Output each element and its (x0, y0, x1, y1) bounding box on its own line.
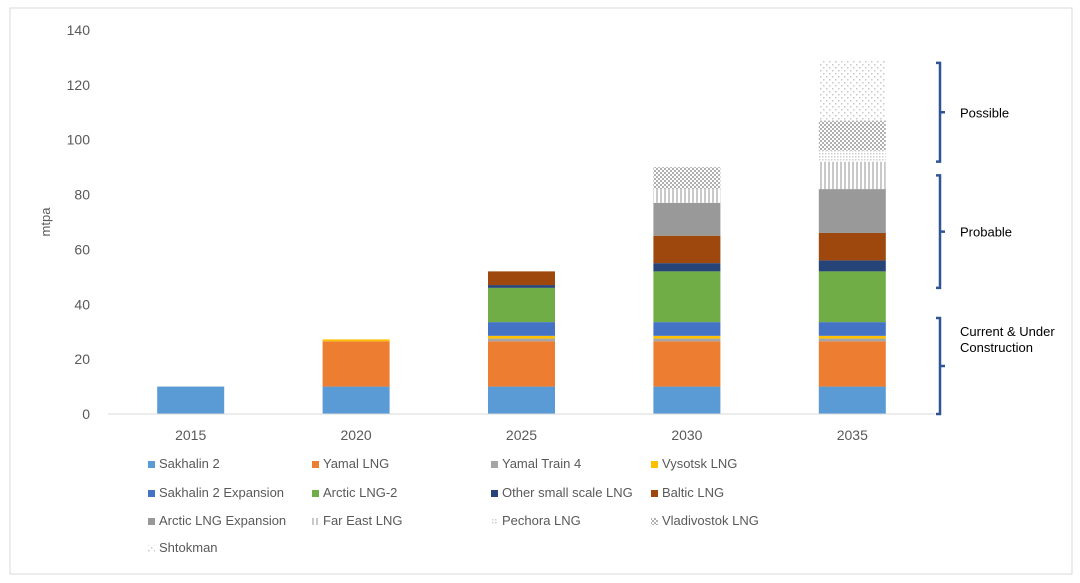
bar-2035-far-east-lng (818, 161, 886, 190)
legend-swatch-arctic-lng-2 (312, 490, 319, 497)
legend-swatch-far-east-lng (312, 518, 319, 525)
bar-2030-baltic-lng (653, 235, 721, 264)
x-tick-label: 2020 (341, 427, 372, 443)
legend-swatch-yamal-train-4 (491, 461, 498, 468)
bar-2035-baltic-lng (818, 232, 886, 261)
legend-swatch-baltic-lng (651, 490, 658, 497)
legend-item-far-east-lng: Far East LNG (323, 513, 402, 528)
bar-2035-yamal-train-4 (818, 338, 886, 342)
x-tick-label: 2030 (671, 427, 702, 443)
legend-item-sakhalin-2: Sakhalin 2 (159, 456, 220, 471)
y-tick-label: 140 (67, 22, 91, 38)
y-tick-label: 100 (67, 132, 91, 148)
bar-2015-sakhalin-2 (157, 386, 225, 414)
bracket-current-under-construction (936, 316, 945, 416)
bar-2020-vysotsk-lng (322, 339, 390, 342)
bar-2020-sakhalin-2 (322, 386, 390, 414)
label-probable: Probable (960, 225, 1012, 240)
bar-2025-vysotsk-lng (488, 335, 555, 339)
bracket-probable (936, 174, 945, 290)
bar-2030-far-east-lng (653, 189, 721, 203)
legend-swatch-arctic-lng-expansion (148, 518, 155, 525)
bar-2030-arctic-lng-expansion (653, 202, 721, 236)
bar-2025-other-small-scale-lng (488, 285, 555, 288)
bar-2035-arctic-lng-2 (818, 271, 886, 323)
label-possible: Possible (960, 105, 1009, 120)
legend: Sakhalin 2 Yamal LNG Yamal Train 4 Vysotsk … (148, 456, 759, 555)
x-tick-label: 2025 (506, 427, 537, 443)
bar-2035-vladivostok-lng (818, 120, 886, 151)
bar-2025-yamal-train-4 (488, 338, 555, 342)
legend-item-other-small-scale-lng: Other small scale LNG (502, 485, 633, 500)
x-tick-label: 2035 (837, 427, 868, 443)
bar-2020-yamal-lng (322, 341, 390, 387)
y-axis-label: mtpa (38, 207, 53, 237)
bar-2030-vladivostok-lng (653, 167, 721, 190)
bar-2035-pechora-lng (818, 150, 886, 162)
legend-item-vladivostok-lng: Vladivostok LNG (662, 513, 759, 528)
legend-item-baltic-lng: Baltic LNG (662, 485, 724, 500)
legend-item-sakhalin-2-expansion: Sakhalin 2 Expansion (159, 485, 284, 500)
legend-item-vysotsk-lng: Vysotsk LNG (662, 456, 737, 471)
y-tick-label: 20 (74, 351, 90, 367)
bar-2035-other-small-scale-lng (818, 260, 886, 272)
x-axis: 2015 2020 2025 2030 2035 (108, 413, 935, 443)
y-tick-label: 120 (67, 77, 91, 93)
bar-2030-arctic-lng-2 (653, 271, 721, 323)
bar-2025-baltic-lng (488, 271, 555, 286)
bar-2025-sakhalin-2 (488, 386, 555, 414)
label-current-under-construction: Current & Under Construction (960, 324, 1055, 355)
bar-2035-yamal-lng (818, 341, 886, 387)
bar-2030-other-small-scale-lng (653, 263, 721, 272)
legend-swatch-shtokman (148, 545, 155, 552)
legend-item-yamal-train-4: Yamal Train 4 (502, 456, 581, 471)
legend-swatch-yamal-lng (312, 461, 319, 468)
bar-2030-sakhalin-2 (653, 386, 721, 414)
bar-2035-arctic-lng-expansion (818, 189, 886, 233)
bar-2025-sakhalin-2-expansion (488, 322, 555, 336)
bar-2030-sakhalin-2-expansion (653, 322, 721, 336)
legend-swatch-other-small-scale-lng (491, 490, 498, 497)
chart-border (9, 7, 1073, 575)
legend-swatch-sakhalin-2 (148, 461, 155, 468)
bar-2025-arctic-lng-2 (488, 287, 555, 323)
bracket-possible (936, 61, 945, 163)
y-tick-label: 40 (74, 296, 90, 312)
legend-swatch-pechora-lng (491, 518, 498, 525)
legend-swatch-sakhalin-2-expansion (148, 490, 155, 497)
legend-item-shtokman: Shtokman (159, 540, 218, 555)
bar-2030-yamal-lng (653, 341, 721, 387)
bracket-annotations: Possible Probable Current & Under Construct… (936, 61, 1055, 416)
legend-swatch-vysotsk-lng (651, 461, 658, 468)
bar-2025-yamal-lng (488, 341, 555, 387)
x-tick-label: 2015 (175, 427, 206, 443)
legend-item-pechora-lng: Pechora LNG (502, 513, 581, 528)
bar-2035-shtokman (818, 60, 886, 121)
y-tick-label: 60 (74, 241, 90, 257)
bar-2035-sakhalin-2-expansion (818, 322, 886, 336)
legend-item-yamal-lng: Yamal LNG (323, 456, 389, 471)
bar-2030-vysotsk-lng (653, 335, 721, 339)
legend-item-arctic-lng-expansion: Arctic LNG Expansion (159, 513, 286, 528)
bar-2035-vysotsk-lng (818, 335, 886, 339)
y-axis: 0 20 40 60 80 100 120 140 mtpa (38, 22, 90, 422)
y-tick-label: 80 (74, 187, 90, 203)
y-tick-label: 0 (82, 406, 90, 422)
legend-swatch-vladivostok-lng (651, 518, 658, 525)
bars (157, 60, 886, 414)
bar-2030-yamal-train-4 (653, 338, 721, 342)
legend-item-arctic-lng-2: Arctic LNG-2 (323, 485, 397, 500)
bar-2035-sakhalin-2 (818, 386, 886, 414)
